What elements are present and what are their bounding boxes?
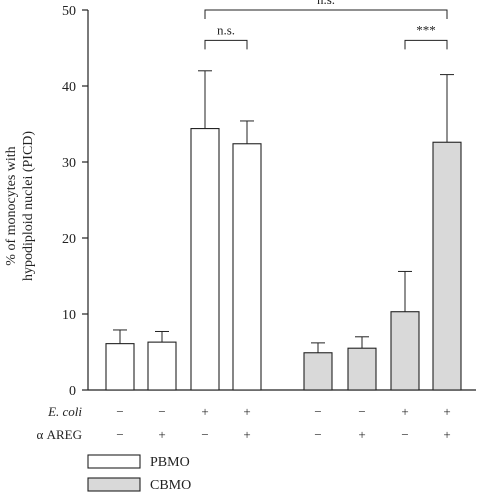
bar-pbmo bbox=[105, 343, 135, 391]
condition-row-label: α AREG bbox=[37, 427, 82, 442]
bar-cbmo bbox=[303, 352, 333, 391]
condition-sign: + bbox=[443, 427, 450, 442]
significance-bracket bbox=[204, 9, 448, 19]
legend-swatch-cbmo bbox=[87, 477, 141, 492]
bar-pbmo bbox=[147, 341, 177, 391]
y-tick-label: 20 bbox=[62, 232, 76, 247]
legend-swatch-pbmo bbox=[87, 454, 141, 469]
condition-sign: − bbox=[401, 427, 408, 442]
condition-sign: − bbox=[314, 427, 321, 442]
significance-label: *** bbox=[416, 22, 436, 37]
legend-label-cbmo: CBMO bbox=[150, 478, 191, 493]
condition-sign: + bbox=[243, 404, 250, 419]
condition-sign: + bbox=[243, 427, 250, 442]
condition-sign: − bbox=[158, 404, 165, 419]
y-tick-label: 30 bbox=[62, 156, 76, 171]
bar-pbmo bbox=[190, 128, 220, 391]
significance-bracket bbox=[404, 39, 448, 50]
condition-sign: − bbox=[116, 427, 123, 442]
significance-annotations: n.s. *** n.s. bbox=[204, 0, 448, 50]
condition-sign: − bbox=[116, 404, 123, 419]
y-axis-label-line: hypodiploid nuclei (PICD) bbox=[21, 131, 36, 281]
significance-label: n.s. bbox=[217, 22, 235, 37]
condition-table: E. coli − − + + − − + + α AREG − + − + − + − + bbox=[37, 404, 451, 442]
condition-sign: − bbox=[358, 404, 365, 419]
condition-row-label: E. coli bbox=[47, 404, 82, 419]
legend-label-pbmo: PBMO bbox=[150, 455, 190, 470]
bar-cbmo bbox=[347, 347, 377, 391]
y-axis-label: % of monocytes with hypodiploid nuclei (P… bbox=[4, 131, 36, 281]
y-axis-label-line: % of monocytes with bbox=[4, 146, 19, 265]
condition-sign: + bbox=[201, 404, 208, 419]
bar-pbmo bbox=[232, 143, 262, 391]
condition-sign: − bbox=[201, 427, 208, 442]
y-tick-label: 50 bbox=[62, 4, 76, 19]
y-tick-label: 0 bbox=[69, 384, 76, 399]
condition-sign: + bbox=[358, 427, 365, 442]
bar-cbmo bbox=[390, 311, 420, 391]
y-tick-label: 10 bbox=[62, 308, 76, 323]
y-tick-label: 40 bbox=[62, 80, 76, 95]
significance-bracket bbox=[204, 39, 248, 50]
condition-sign: − bbox=[314, 404, 321, 419]
bar-cbmo bbox=[432, 141, 462, 391]
bars bbox=[105, 70, 462, 391]
condition-sign: + bbox=[158, 427, 165, 442]
significance-label: n.s. bbox=[317, 0, 335, 7]
condition-sign: + bbox=[443, 404, 450, 419]
condition-sign: + bbox=[401, 404, 408, 419]
legend: PBMO CBMO bbox=[87, 454, 191, 493]
